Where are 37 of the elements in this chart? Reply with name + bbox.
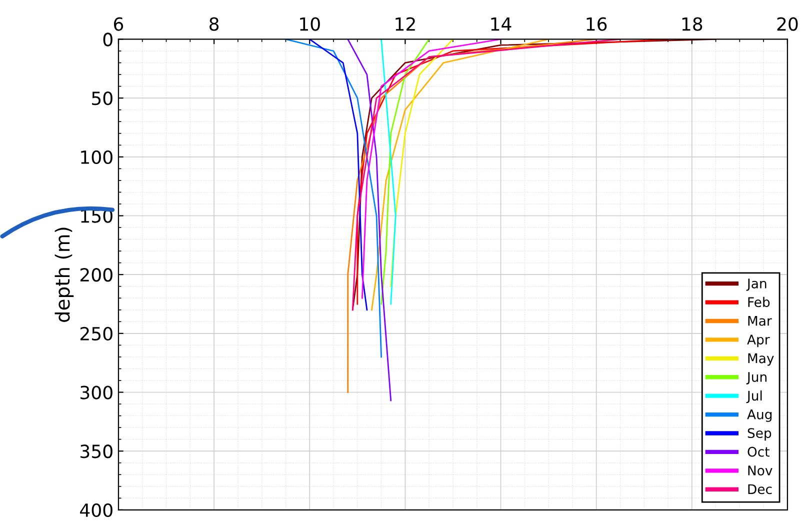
line-series <box>390 39 454 288</box>
legend-label: Aug <box>747 410 772 422</box>
y-tick-label: 350 <box>80 444 112 458</box>
line-series <box>380 39 396 305</box>
y-tick-label: 50 <box>92 92 112 106</box>
line-series <box>371 39 550 311</box>
x-tick-label: 6 <box>114 17 124 31</box>
x-tick-label: 18 <box>682 17 702 31</box>
legend-label: Sep <box>748 428 772 441</box>
line-series <box>308 39 368 311</box>
x-tick-label: 16 <box>586 17 607 31</box>
y-tick-label: 300 <box>80 386 112 400</box>
y-tick-label: 0 <box>103 32 112 46</box>
legend-label: Oct <box>748 446 770 457</box>
x-tick-label: 14 <box>491 17 512 31</box>
legend-label: Jul <box>746 390 762 404</box>
y-axis-title: depth (m) <box>54 228 74 322</box>
line-series <box>361 39 502 299</box>
legend-label: Apr <box>747 334 770 348</box>
y-tick-label: 100 <box>81 150 112 164</box>
line-series <box>347 39 392 402</box>
legend-label: Jan <box>746 278 766 291</box>
legend-label: Mar <box>748 316 772 326</box>
legend-label: Dec <box>748 484 772 494</box>
x-tick-label: 10 <box>300 17 320 31</box>
x-tick-label: 20 <box>777 17 798 31</box>
y-tick-label: 400 <box>80 503 112 518</box>
line-series <box>285 39 382 358</box>
legend-label: May <box>748 353 774 366</box>
line-series <box>380 39 430 305</box>
y-tick-label: 200 <box>80 268 112 282</box>
legend-label: Nov <box>748 466 772 476</box>
x-tick-label: 8 <box>210 17 219 31</box>
x-tick-label: 12 <box>396 17 415 31</box>
y-tick-label: 250 <box>80 326 112 341</box>
legend-label: Jun <box>746 372 766 384</box>
legend-label: Feb <box>748 296 770 308</box>
